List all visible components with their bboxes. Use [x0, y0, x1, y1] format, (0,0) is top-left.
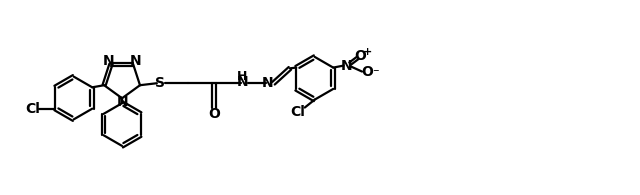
Text: O: O: [354, 49, 366, 63]
Text: ⁻: ⁻: [372, 67, 379, 80]
Text: +: +: [363, 47, 372, 57]
Text: N: N: [102, 54, 115, 68]
Text: Cl: Cl: [25, 102, 40, 116]
Text: N: N: [117, 95, 129, 109]
Text: N: N: [262, 76, 274, 90]
Text: N: N: [236, 75, 248, 89]
Text: S: S: [155, 76, 165, 90]
Text: O: O: [362, 65, 373, 79]
Text: N: N: [340, 59, 352, 73]
Text: H: H: [237, 70, 248, 83]
Text: N: N: [130, 54, 141, 68]
Text: O: O: [209, 106, 220, 121]
Text: Cl: Cl: [291, 105, 305, 119]
